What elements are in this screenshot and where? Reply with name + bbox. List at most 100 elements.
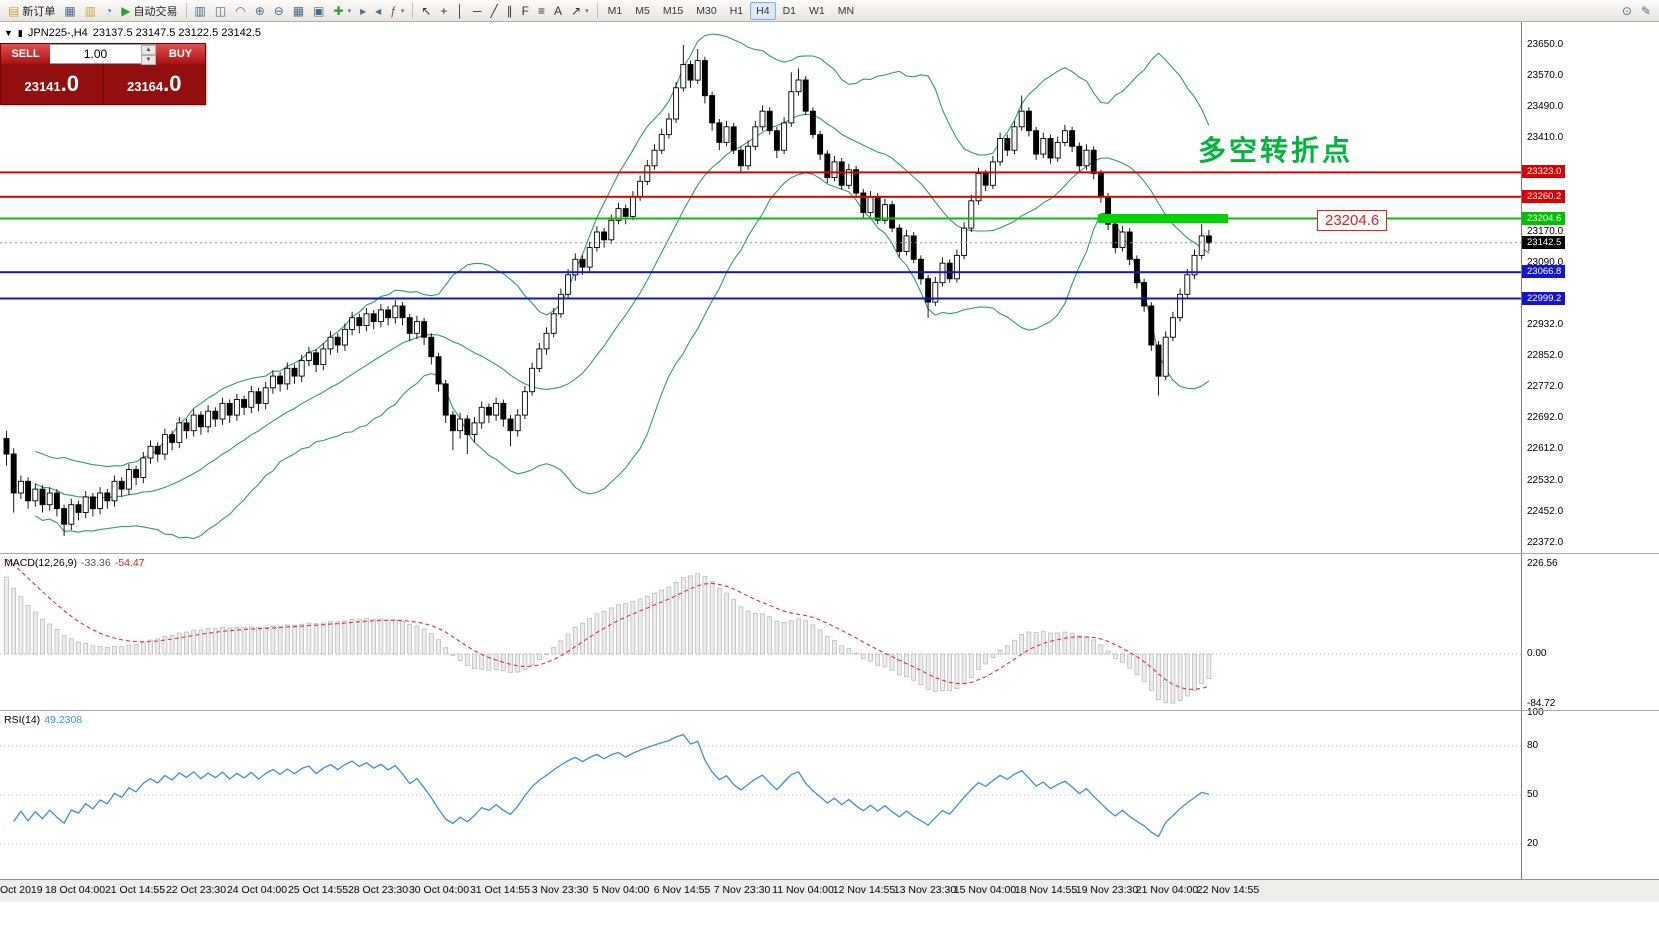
timeframe-h4-label: H4 — [756, 4, 770, 17]
panel-separator[interactable] — [0, 710, 1659, 711]
arrows-icon[interactable]: ↗ ▾ — [567, 1, 593, 20]
price-chart-canvas[interactable] — [0, 22, 1521, 553]
new-order-button[interactable]: ▤ 新订单 — [4, 1, 59, 20]
level-price-tag: 23204.6 — [1522, 211, 1566, 225]
timeframe-m15-label: M15 — [662, 4, 684, 17]
date-label: 21 Oct 14:55 — [104, 884, 166, 896]
cascade-windows-icon[interactable]: ▣ — [309, 1, 328, 20]
trendline-icon[interactable]: ╱ — [486, 1, 501, 20]
charts-grid-icon[interactable]: ▦ — [60, 1, 79, 20]
macd-signal-value: -54.47 — [114, 557, 145, 569]
timeframe-mn[interactable]: MN — [832, 2, 860, 20]
y-axis-label: 22692.0 — [1527, 412, 1564, 424]
bar-chart-mode-icon[interactable]: ▥ — [191, 1, 210, 20]
date-label: 24 Oct 04:00 — [226, 884, 288, 896]
y-axis-label: 23410.0 — [1527, 132, 1564, 144]
timeframe-h1-label: H1 — [729, 4, 744, 17]
timeframe-d1[interactable]: D1 — [777, 2, 802, 20]
timeframe-m15[interactable]: M15 — [657, 2, 689, 20]
rsi-value: 49.2308 — [44, 714, 83, 726]
search-icon[interactable]: ⊙ — [1618, 1, 1636, 20]
line-chart-mode-icon: ◠ — [235, 3, 246, 18]
rsi-label: RSI(14) 49.2308 — [4, 714, 83, 726]
crosshair-icon: + — [440, 3, 448, 18]
sell-button[interactable]: SELL — [1, 44, 50, 64]
crosshair-icon[interactable]: + — [436, 1, 451, 20]
fibonacci-icon[interactable]: F — [518, 1, 533, 20]
sell-price[interactable]: 23141.0 — [1, 64, 104, 104]
channel-icon[interactable]: ∥ — [503, 1, 517, 20]
horizontal-line-icon[interactable]: ─ — [469, 1, 486, 20]
highlight-zone[interactable] — [1098, 214, 1229, 223]
indicators-icon[interactable]: ƒ ▾ — [386, 1, 408, 20]
timeframe-h1[interactable]: H1 — [724, 2, 749, 20]
date-label: 6 Nov 14:55 — [653, 884, 711, 896]
timeframe-m5[interactable]: M5 — [629, 2, 656, 20]
tile-windows-icon: ▦ — [292, 3, 305, 18]
line-chart-mode-icon[interactable]: ◠ — [231, 1, 249, 20]
ohlc-values: 23137.5 23147.5 23122.5 23142.5 — [92, 27, 262, 39]
macd-panel[interactable]: MACD(12,26,9) -33.36 -54.47 — [0, 554, 1521, 710]
text-label-icon[interactable]: A — [550, 1, 566, 20]
collapse-trade-panel-icon[interactable]: ▼ — [4, 28, 13, 38]
toolbar-separator — [596, 3, 598, 18]
chart-title: ▼ ▮ JPN225-,H4 23137.5 23147.5 23122.5 2… — [4, 27, 261, 39]
vertical-line-icon[interactable]: │ — [452, 1, 468, 20]
timeframe-w1[interactable]: W1 — [803, 2, 831, 20]
search-icon: ⊙ — [1621, 3, 1632, 18]
edit-icon[interactable]: ✎ — [1637, 1, 1655, 20]
trendline-icon: ╱ — [490, 3, 498, 18]
new-chart-icon[interactable]: ✚ ▾ — [330, 1, 356, 20]
price-axis[interactable]: 23650.0 23570.0 23490.0 23410.0 23170.0 23090… — [1521, 22, 1659, 879]
text-label-icon: A — [554, 3, 563, 18]
timeframe-m1[interactable]: M1 — [602, 2, 629, 20]
arrows-icon: ↗ — [571, 3, 582, 18]
annotation-text[interactable]: 多空转折点 — [1198, 135, 1354, 166]
price-callout-label[interactable]: 23204.6 — [1317, 210, 1388, 231]
macd-axis-label: -84.72 — [1527, 698, 1556, 709]
cascade-windows-icon: ▣ — [313, 3, 325, 18]
rsi-panel[interactable]: RSI(14) 49.2308 — [0, 711, 1521, 879]
date-label: 30 Oct 04:00 — [408, 884, 470, 896]
volume-down-stepper[interactable]: ▼ — [141, 55, 156, 65]
rsi-axis-label: 100 — [1527, 707, 1544, 719]
levels-icon[interactable]: ≡ — [534, 1, 549, 20]
candlestick-mode-icon[interactable]: ◫ — [211, 1, 230, 20]
zoom-in-icon: ⊕ — [254, 3, 265, 18]
buy-price[interactable]: 23164.0 — [126, 71, 182, 96]
price-panel[interactable]: ▼ ▮ JPN225-,H4 23137.5 23147.5 23122.5 2… — [0, 22, 1521, 553]
timeframe-h4[interactable]: H4 — [750, 1, 776, 20]
chart-shift-icon[interactable]: ◂ — [371, 1, 385, 20]
bid-price-tag: 23142.5 — [1522, 235, 1566, 249]
date-label: 21 Nov 04:00 — [1135, 884, 1199, 896]
data-window-icon[interactable]: ◔ — [101, 1, 116, 20]
volume-up-stepper[interactable]: ▲ — [141, 45, 156, 55]
rsi-axis-label: 50 — [1527, 789, 1539, 801]
y-axis-label: 23170.0 — [1527, 225, 1564, 237]
date-label: 18 Nov 14:55 — [1014, 884, 1078, 896]
y-axis-label: 22852.0 — [1527, 349, 1564, 361]
y-axis-label: 23090.0 — [1527, 257, 1564, 269]
timeframe-m5-label: M5 — [635, 4, 650, 17]
date-label: 15 Nov 04:00 — [953, 884, 1017, 896]
timeframe-m30[interactable]: M30 — [690, 2, 722, 20]
y-axis-label: 22612.0 — [1527, 443, 1564, 455]
cursor-icon[interactable]: ↖ — [417, 1, 435, 20]
zoom-in-icon[interactable]: ⊕ — [251, 1, 269, 20]
indicators-icon: ƒ — [390, 3, 397, 18]
new-chart-icon: ✚ — [333, 3, 344, 18]
volume-input[interactable]: 1.00 — [83, 47, 108, 61]
zoom-out-icon[interactable]: ⊖ — [270, 1, 288, 20]
auto-scroll-icon[interactable]: ▸ — [356, 1, 370, 20]
buy-button[interactable]: BUY — [156, 44, 205, 64]
y-axis-label: 23490.0 — [1527, 101, 1564, 113]
autotrading-button[interactable]: ▶ 自动交易 — [117, 1, 181, 20]
y-axis-label: 22932.0 — [1527, 318, 1564, 330]
vertical-line-icon: │ — [456, 3, 464, 18]
one-click-trading-widget: SELL 1.00 ▲ ▼ BUY 23141.0 2 — [0, 43, 206, 105]
panel-separator[interactable] — [0, 553, 1659, 554]
volume-field[interactable]: 1.00 ▲ ▼ — [50, 44, 156, 65]
market-watch-icon[interactable]: ▥ — [81, 1, 100, 20]
tile-windows-icon[interactable]: ▦ — [289, 1, 308, 20]
